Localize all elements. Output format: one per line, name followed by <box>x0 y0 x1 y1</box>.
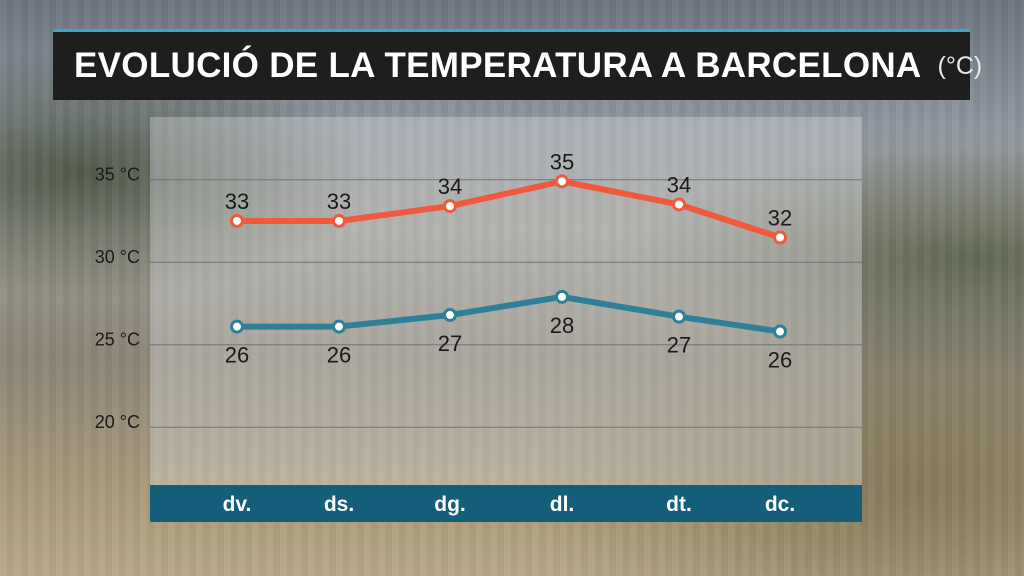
x-category-label: dg. <box>434 493 466 516</box>
min-temp-line <box>234 293 783 335</box>
y-tick-label: 25 °C <box>95 330 140 350</box>
max-temp-point <box>230 213 244 228</box>
y-tick-label: 35 °C <box>95 165 140 185</box>
max-temp-label: 34 <box>438 174 462 199</box>
max-temp-label: 32 <box>768 205 792 230</box>
min-temp-label: 27 <box>438 331 462 356</box>
chart-unit: (°C) <box>937 51 983 80</box>
x-category-label: dt. <box>666 493 692 516</box>
x-category-label: dv. <box>223 493 252 516</box>
min-temp-label: 26 <box>768 348 792 373</box>
y-tick-label: 30 °C <box>95 247 140 267</box>
x-category-label: dc. <box>765 493 795 516</box>
min-temp-label: 26 <box>225 343 249 368</box>
min-temp-point <box>443 308 457 323</box>
max-temp-point <box>332 213 346 228</box>
min-temp-label: 27 <box>667 333 691 358</box>
max-temp-label: 34 <box>667 172 691 197</box>
max-temp-point <box>555 174 569 189</box>
min-temp-point <box>230 319 244 334</box>
min-temp-point <box>672 309 686 324</box>
min-temp-point <box>332 319 346 334</box>
max-temp-label: 35 <box>550 149 574 174</box>
max-temp-point <box>773 230 787 245</box>
title-bar: EVOLUCIÓ DE LA TEMPERATURA A BARCELONA (… <box>53 29 982 100</box>
x-category-label: dl. <box>550 493 575 516</box>
min-temp-label: 28 <box>550 313 574 338</box>
max-temp-label: 33 <box>327 189 351 214</box>
min-temp-point <box>555 289 569 304</box>
max-temp-point <box>672 197 686 212</box>
x-category-label: ds. <box>324 493 354 516</box>
chart-title: EVOLUCIÓ DE LA TEMPERATURA A BARCELONA <box>74 46 922 85</box>
y-tick-label: 20 °C <box>95 412 140 432</box>
x-axis-bar <box>150 485 862 522</box>
plot-panel <box>150 117 862 485</box>
max-temp-point <box>443 199 457 214</box>
min-temp-label: 26 <box>327 343 351 368</box>
max-temp-label: 33 <box>225 189 249 214</box>
max-temp-line <box>234 178 783 241</box>
min-temp-point <box>773 324 787 339</box>
